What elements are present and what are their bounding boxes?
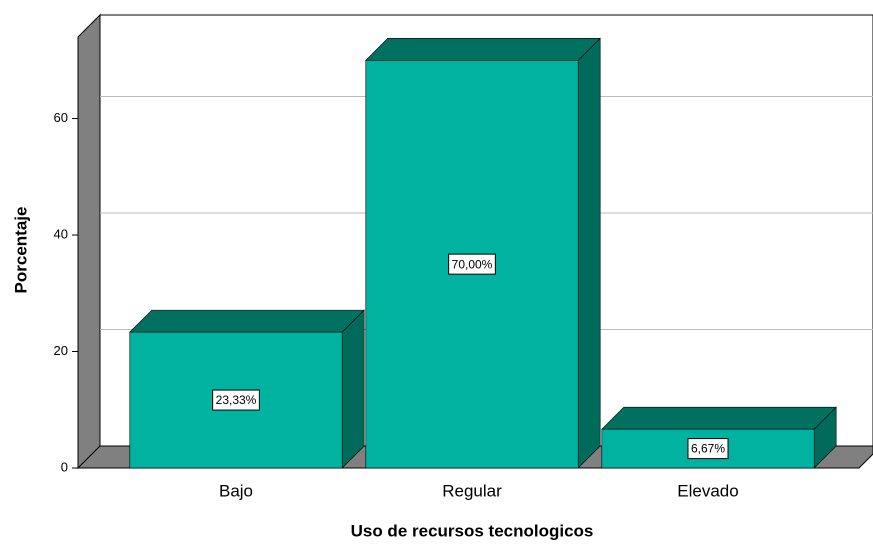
y-tick-label: 20 <box>54 343 68 358</box>
bar-top <box>129 309 365 333</box>
y-tick-label: 40 <box>54 226 68 241</box>
y-axis-title: Porcentaje <box>11 207 30 294</box>
x-tick-label: Bajo <box>219 481 253 500</box>
value-label: 70,00% <box>452 257 493 271</box>
x-tick-label: Elevado <box>677 481 738 500</box>
x-tick-label: Regular <box>442 481 502 500</box>
value-label-box <box>448 253 496 275</box>
bar <box>365 59 579 469</box>
y-tick-label: 60 <box>54 110 68 125</box>
left-wall <box>77 13 101 470</box>
bar-top <box>365 37 601 61</box>
x-axis-title: Uso de recursos tecnologicos <box>351 521 594 540</box>
bar-side <box>341 309 365 469</box>
bar-side <box>577 37 601 469</box>
value-label: 23,33% <box>216 393 257 407</box>
value-label: 6,67% <box>691 442 725 456</box>
y-tick-label: 0 <box>61 459 68 474</box>
value-label-box <box>687 438 729 460</box>
bar-top <box>601 406 837 430</box>
value-label-box <box>212 389 260 411</box>
